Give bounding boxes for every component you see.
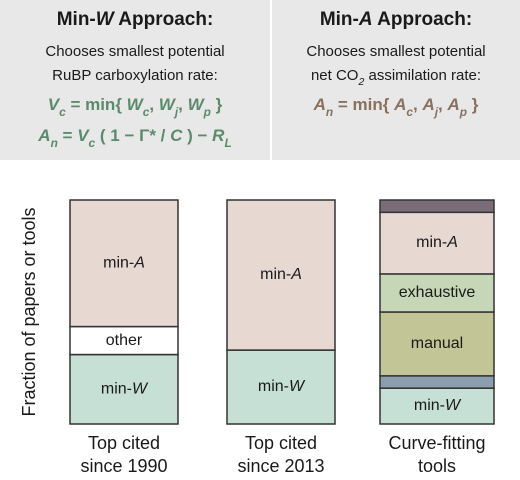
text-segment: Approach: [114, 9, 214, 30]
text-segment: A [393, 95, 406, 114]
bar-segment [379, 375, 495, 389]
text-segment: R [212, 126, 225, 145]
text-segment: assimilation rate: [364, 67, 481, 84]
text-segment: n [51, 136, 58, 150]
text-segment: V [48, 95, 61, 114]
bar-segment [69, 353, 179, 425]
text-segment: , [178, 95, 187, 114]
text-segment: W [188, 95, 206, 114]
text-segment: V [77, 126, 90, 145]
text-segment: j [433, 105, 439, 119]
equation: Vc = min{ Wc, Wj, Wp } [48, 95, 223, 119]
text-segment: } [211, 95, 223, 114]
segment-label: manual [411, 335, 463, 352]
x-tick-label: since 2013 [237, 456, 324, 476]
text-segment: C [170, 126, 183, 145]
segment-label: other [106, 332, 143, 349]
segment-label: min-A [103, 254, 145, 271]
text-segment: A [37, 126, 50, 145]
text-segment: A [358, 9, 373, 30]
equation: An = min{ Ac, Aj, Ap } [313, 95, 479, 119]
segment-label: min-W [414, 397, 462, 414]
text-segment: j [173, 105, 179, 119]
text-segment: A [421, 95, 434, 114]
segment-label: exhaustive [399, 284, 476, 301]
x-tick-label: Top cited [88, 433, 160, 453]
text-segment: = [58, 126, 77, 145]
segment-label: min-W [258, 378, 306, 395]
text-segment: , [149, 95, 158, 114]
text-segment: 2 [357, 76, 364, 88]
text-segment: , [438, 95, 447, 114]
text-segment: A [447, 95, 460, 114]
text-segment: Chooses smallest potential [45, 43, 224, 60]
segment-label: min-W [101, 380, 149, 397]
bar-segment [379, 199, 495, 214]
x-tick-label: Top cited [245, 433, 317, 453]
text-segment: c [89, 136, 96, 150]
text-segment: } [467, 95, 479, 114]
text-segment: , [413, 95, 422, 114]
panel-text: net CO2 assimilation rate: [311, 67, 481, 88]
text-segment: RuBP carboxylation rate: [52, 67, 218, 84]
x-tick-label: Curve-fitting [388, 433, 485, 453]
x-tick-label: tools [418, 456, 456, 476]
text-segment: Min- [57, 9, 96, 30]
panel-title: Min-W Approach: [57, 9, 214, 30]
segment-label: min-A [416, 234, 458, 251]
text-segment: net CO [311, 67, 359, 84]
text-segment: = min{ [66, 95, 127, 114]
text-segment: Approach: [373, 9, 473, 30]
text-segment: W [159, 95, 177, 114]
text-segment: = min{ [333, 95, 394, 114]
equation: An = Vc ( 1 − Γ* / C ) − RL [37, 126, 231, 150]
text-segment: Min- [320, 9, 359, 30]
segment-label: min-A [260, 266, 302, 283]
text-segment: A [313, 95, 326, 114]
panel-box [0, 0, 270, 160]
bar-segment [379, 311, 495, 377]
text-segment: p [459, 105, 467, 119]
text-segment: W [127, 95, 145, 114]
text-segment: Chooses smallest potential [306, 43, 485, 60]
panel-text: Chooses smallest potential [45, 43, 224, 60]
bar-segment [379, 273, 495, 313]
text-segment: c [406, 105, 413, 119]
bar-segment [379, 387, 495, 425]
text-segment: c [59, 105, 66, 119]
panel-box [272, 0, 520, 160]
x-tick-label: since 1990 [80, 456, 167, 476]
panel-text: Chooses smallest potential [306, 43, 485, 60]
text-segment: ( 1 − Γ* / [95, 126, 170, 145]
text-segment: n [326, 105, 333, 119]
text-segment: ) − [182, 126, 212, 145]
panel-title: Min-A Approach: [320, 9, 472, 30]
bar-segment [226, 199, 336, 351]
text-segment: L [224, 136, 231, 150]
y-axis-label: Fraction of papers or tools [19, 207, 39, 416]
bar-segment [69, 199, 179, 328]
text-segment: W [96, 9, 116, 30]
bar-segment [226, 349, 336, 425]
text-segment: p [203, 105, 211, 119]
panel-text: RuBP carboxylation rate: [52, 67, 218, 84]
text-segment: c [143, 105, 150, 119]
bar-segment [379, 211, 495, 275]
